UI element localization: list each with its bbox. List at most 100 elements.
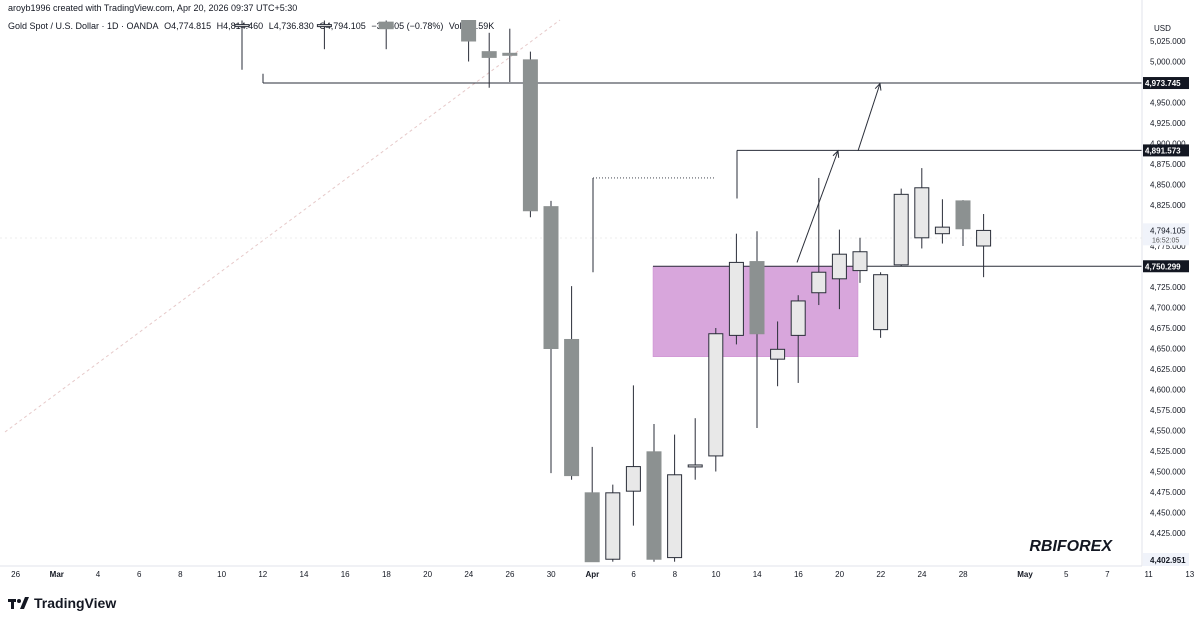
candle-body[interactable] bbox=[873, 274, 889, 331]
candle-body[interactable] bbox=[976, 229, 992, 247]
candle-body[interactable] bbox=[605, 492, 621, 560]
candle-body[interactable] bbox=[316, 24, 332, 28]
price-tick-label: 4,650.000 bbox=[1150, 345, 1186, 354]
tradingview-logo-text: TradingView bbox=[34, 595, 117, 611]
tradingview-logo[interactable]: TradingView bbox=[8, 595, 116, 611]
time-tick-label: 26 bbox=[506, 570, 515, 579]
projection-arrow[interactable] bbox=[796, 150, 839, 263]
candle-body[interactable] bbox=[708, 333, 724, 457]
last-price-label: 4,794.105 bbox=[1150, 226, 1186, 235]
candle-body[interactable] bbox=[770, 348, 786, 360]
price-tick-label: 4,575.000 bbox=[1150, 406, 1186, 415]
time-tick-label: Apr bbox=[586, 570, 600, 579]
time-tick-label: 30 bbox=[547, 570, 556, 579]
candle-body[interactable] bbox=[481, 51, 497, 58]
price-tick-label: 4,450.000 bbox=[1150, 509, 1186, 518]
time-tick-label: 10 bbox=[712, 570, 721, 579]
ohlc-open: O4,774.815 bbox=[164, 21, 212, 31]
time-tick-label: 28 bbox=[959, 570, 968, 579]
level-price-label-bg bbox=[1143, 144, 1189, 157]
candle-body[interactable] bbox=[749, 261, 765, 335]
time-tick-label: 7 bbox=[1105, 570, 1110, 579]
time-tick-label: 24 bbox=[464, 570, 473, 579]
candle-body[interactable] bbox=[625, 466, 641, 492]
time-tick-label: 16 bbox=[794, 570, 803, 579]
candle-body[interactable] bbox=[790, 300, 806, 336]
price-tick-label: 4,425.000 bbox=[1150, 529, 1186, 538]
ohlc-change: −37.505 (−0.78%) bbox=[371, 21, 444, 31]
price-axis-layer: USD5,025.0005,000.0004,975.0004,950.0004… bbox=[1141, 0, 1189, 566]
candle-body[interactable] bbox=[831, 253, 847, 280]
candle-body[interactable] bbox=[687, 464, 703, 468]
time-tick-label: May bbox=[1017, 570, 1033, 579]
candle-body[interactable] bbox=[646, 451, 662, 560]
grid-layer bbox=[0, 19, 1142, 433]
candle-body[interactable] bbox=[378, 21, 394, 30]
candle-body[interactable] bbox=[955, 200, 971, 230]
time-tick-label: 12 bbox=[258, 570, 267, 579]
candle-body[interactable] bbox=[914, 187, 930, 239]
projection-arrowhead bbox=[874, 82, 882, 91]
price-tick-label: 5,000.000 bbox=[1150, 58, 1186, 67]
candle-body[interactable] bbox=[893, 193, 909, 266]
tradingview-logo-icon bbox=[8, 597, 29, 609]
candle-body[interactable] bbox=[852, 251, 868, 272]
level-price-label: 4,891.573 bbox=[1145, 146, 1181, 155]
price-tick-label: 4,550.000 bbox=[1150, 427, 1186, 436]
author-line: aroyb1996 created with TradingView.com, … bbox=[8, 3, 298, 13]
candle-body[interactable] bbox=[564, 338, 580, 477]
footer bbox=[0, 582, 1200, 622]
candle-body[interactable] bbox=[667, 474, 683, 559]
time-tick-label: 8 bbox=[673, 570, 678, 579]
price-tick-label: 4,900.000 bbox=[1150, 140, 1186, 149]
price-tick-label: 4,950.000 bbox=[1150, 99, 1186, 108]
time-tick-label: 16 bbox=[341, 570, 350, 579]
countdown-label: 16:52:05 bbox=[1152, 237, 1179, 244]
price-tick-label: 4,475.000 bbox=[1150, 488, 1186, 497]
candle-body[interactable] bbox=[934, 226, 950, 235]
ohlc-low: L4,736.830 bbox=[268, 21, 314, 31]
candle-body[interactable] bbox=[811, 271, 827, 294]
time-tick-label: 8 bbox=[178, 570, 183, 579]
last-price-label-bg bbox=[1143, 223, 1189, 246]
candle-body[interactable] bbox=[522, 59, 538, 212]
projection-arrow[interactable] bbox=[857, 83, 881, 152]
time-tick-label: 18 bbox=[382, 570, 391, 579]
price-tick-label: 4,875.000 bbox=[1150, 160, 1186, 169]
time-tick-label: 6 bbox=[137, 570, 142, 579]
level-price-label-bg bbox=[1143, 77, 1189, 90]
watermark-text: RBIFOREX bbox=[1029, 538, 1113, 555]
price-tick-label: 5,025.000 bbox=[1150, 37, 1186, 46]
time-tick-label: 6 bbox=[631, 570, 636, 579]
time-tick-label: 20 bbox=[835, 570, 844, 579]
time-tick-label: 14 bbox=[753, 570, 762, 579]
price-tick-label: 4,700.000 bbox=[1150, 304, 1186, 313]
price-tick-label: 4,675.000 bbox=[1150, 324, 1186, 333]
candle-body[interactable] bbox=[543, 206, 559, 349]
time-tick-label: 22 bbox=[876, 570, 885, 579]
price-chart[interactable]: USD5,025.0005,000.0004,975.0004,950.0004… bbox=[0, 0, 1200, 582]
drawing-layer bbox=[262, 73, 1142, 273]
candle-body[interactable] bbox=[461, 20, 477, 42]
price-tick-label: 4,850.000 bbox=[1150, 181, 1186, 190]
candle-body[interactable] bbox=[502, 52, 518, 56]
ohlc-close: C4,794.105 bbox=[319, 21, 366, 31]
time-tick-label: 11 bbox=[1144, 570, 1153, 579]
level-price-label: 4,973.745 bbox=[1145, 79, 1181, 88]
candle-body[interactable] bbox=[728, 261, 744, 336]
price-tick-label: 4,725.000 bbox=[1150, 283, 1186, 292]
candle-body[interactable] bbox=[234, 24, 250, 28]
time-tick-label: 4 bbox=[96, 570, 101, 579]
time-tick-label: 24 bbox=[918, 570, 927, 579]
symbol-name[interactable]: Gold Spot / U.S. Dollar · 1D · OANDA bbox=[8, 21, 159, 31]
price-tick-label: 4,500.000 bbox=[1150, 468, 1186, 477]
candle-body[interactable] bbox=[584, 492, 600, 563]
candles-layer bbox=[234, 20, 992, 563]
price-tick-label: 4,925.000 bbox=[1150, 119, 1186, 128]
time-tick-label: 14 bbox=[300, 570, 309, 579]
low-price-label: 4,402.951 bbox=[1150, 556, 1186, 565]
price-tick-label: 4,600.000 bbox=[1150, 386, 1186, 395]
level-price-label: 4,750.299 bbox=[1145, 262, 1181, 271]
price-tick-label: 4,775.000 bbox=[1150, 242, 1186, 251]
time-tick-label: Mar bbox=[50, 570, 64, 579]
